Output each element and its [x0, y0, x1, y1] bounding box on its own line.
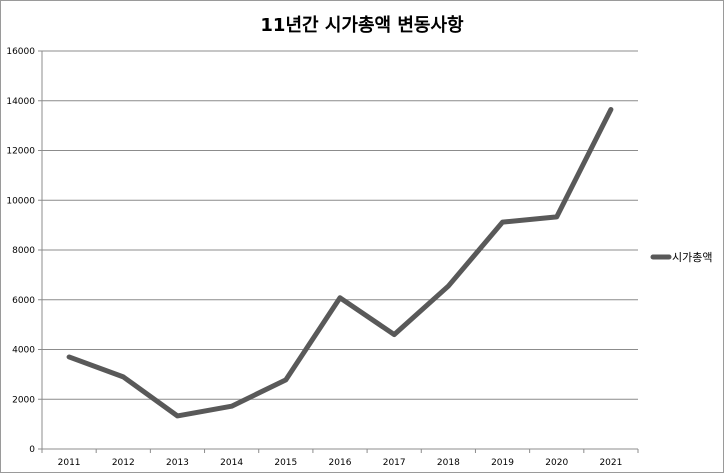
- chart-title: 11년간 시가총액 변동사항: [260, 15, 464, 36]
- y-tick-label: 8000: [12, 246, 35, 256]
- data-point: [68, 356, 70, 358]
- data-point: [502, 221, 504, 223]
- x-tick-label: 2021: [599, 458, 622, 468]
- data-point: [393, 334, 395, 336]
- legend-label: 시가총액: [672, 251, 712, 264]
- x-tick-label: 2011: [58, 458, 81, 468]
- data-point: [556, 216, 558, 218]
- y-tick-label: 16000: [6, 47, 35, 57]
- data-point: [339, 297, 341, 299]
- y-tick-label: 6000: [12, 296, 35, 306]
- y-tick-label: 12000: [6, 147, 35, 157]
- x-tick-label: 2018: [437, 458, 460, 468]
- y-tick-label: 10000: [6, 196, 35, 206]
- data-point: [285, 379, 287, 381]
- x-tick-label: 2014: [220, 458, 243, 468]
- y-tick-label: 14000: [6, 97, 35, 107]
- x-tick-label: 2019: [491, 458, 514, 468]
- data-point: [447, 285, 449, 287]
- y-tick-label: 2000: [12, 395, 35, 405]
- x-tick-label: 2017: [383, 458, 406, 468]
- data-point: [176, 415, 178, 417]
- x-tick-label: 2013: [166, 458, 189, 468]
- x-tick-label: 2012: [112, 458, 135, 468]
- data-point: [231, 405, 233, 407]
- data-point: [610, 108, 612, 110]
- x-tick-label: 2016: [329, 458, 352, 468]
- x-tick-label: 2015: [274, 458, 297, 468]
- x-tick-label: 2020: [545, 458, 568, 468]
- series-line: [66, 106, 614, 419]
- y-tick-label: 0: [29, 445, 35, 455]
- data-point: [122, 376, 124, 378]
- y-tick-label: 4000: [12, 346, 35, 356]
